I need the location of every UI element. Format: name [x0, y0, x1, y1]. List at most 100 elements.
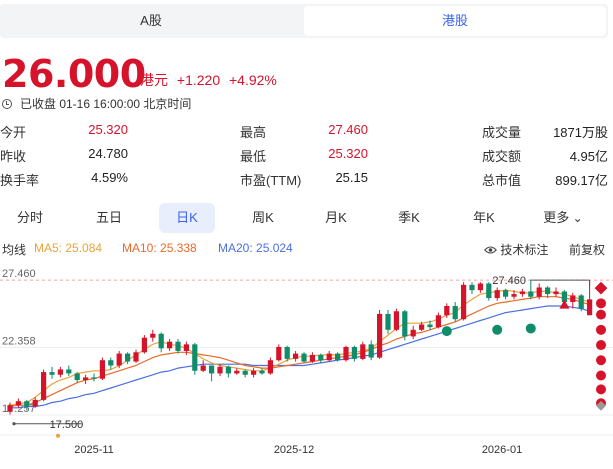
candle-body — [528, 291, 534, 297]
candle-body — [519, 291, 526, 295]
candle-body — [124, 353, 131, 362]
ma5-line — [9, 289, 590, 406]
candle-body — [544, 287, 551, 295]
stat-value: 1871万股 — [553, 125, 608, 140]
ma5-value: MA5: 25.084 — [34, 241, 103, 255]
period-tab[interactable]: 月K — [325, 210, 347, 225]
stat-value: 4.95亿 — [569, 149, 608, 164]
candle-body — [225, 366, 232, 374]
candle-body — [334, 353, 341, 361]
candle-body — [360, 344, 366, 359]
stat-label: 最低 — [240, 149, 267, 164]
candle-body — [99, 360, 106, 379]
candle-body — [578, 295, 584, 309]
candle-body — [32, 399, 38, 407]
stat-label: 成交量 — [482, 125, 522, 140]
price-change-percent: +4.92% — [229, 72, 277, 88]
period-tabs: 分时 五日 日K 周K 月K 季K 年K 更多 ⌄ — [0, 203, 613, 233]
marker-diamond — [594, 281, 608, 295]
candle-body — [502, 290, 509, 297]
stat-value: 25.320 — [328, 146, 368, 161]
candle-body — [561, 291, 568, 303]
clock-icon — [2, 98, 12, 109]
candle-body — [82, 377, 89, 381]
chevron-down-icon: ⌄ — [569, 211, 583, 225]
signal-dot — [525, 323, 536, 334]
ma-label[interactable]: 均线 — [2, 243, 27, 257]
candle-body — [427, 324, 433, 328]
stat-value: 24.780 — [88, 146, 128, 161]
candle-body — [217, 366, 223, 374]
marker-dot — [596, 324, 606, 335]
candle-body — [192, 344, 198, 371]
signal-dot — [441, 326, 452, 337]
candle-body — [133, 352, 139, 362]
tab-hk-share[interactable]: 港股 — [304, 6, 606, 36]
x-axis-label: 2026-01 — [482, 444, 522, 456]
candle-body — [368, 344, 374, 358]
candle-body — [410, 329, 416, 337]
candle-body — [183, 344, 190, 351]
period-tab[interactable]: 日K — [159, 203, 215, 233]
candle-body — [74, 373, 80, 381]
marker-dot — [596, 370, 606, 381]
candle-body — [91, 377, 97, 379]
stat-label: 总市值 — [482, 173, 522, 188]
marker-dot — [596, 340, 606, 351]
period-tab[interactable]: 周K — [252, 210, 274, 225]
tab-a-share[interactable]: A股 — [140, 13, 162, 28]
period-tab[interactable]: 季K — [398, 210, 420, 225]
marker-dot — [596, 384, 606, 395]
candle-body — [469, 284, 475, 291]
stat-label: 最高 — [240, 125, 267, 140]
candle-body — [452, 305, 458, 320]
price-change: +1.220 — [176, 72, 221, 88]
low-marker-dot — [12, 422, 16, 426]
candle-body — [24, 401, 30, 407]
stat-value: 25.15 — [335, 170, 368, 185]
candle-body — [385, 313, 391, 330]
candle-body — [486, 283, 492, 299]
candle-body — [166, 341, 173, 349]
stat-value: 25.320 — [88, 122, 128, 137]
tech-marker-toggle[interactable]: 技术标注 — [484, 241, 548, 258]
period-tab[interactable]: 年K — [473, 210, 495, 225]
adjust-toggle[interactable]: 前复权 — [569, 243, 606, 257]
candle-body — [208, 365, 215, 374]
period-tab[interactable]: 更多 ⌄ — [543, 210, 583, 225]
candle-body — [343, 346, 349, 361]
ma20-value: MA20: 25.024 — [218, 241, 293, 255]
event-dot — [56, 433, 60, 438]
candle-body — [141, 337, 148, 353]
candle-body — [267, 360, 274, 374]
candle-body — [242, 370, 248, 375]
last-price: 26.000 — [2, 52, 146, 96]
candle-body — [284, 346, 290, 359]
candle-body — [418, 324, 425, 330]
candle-body — [276, 346, 282, 361]
stat-value: 899.17亿 — [555, 173, 608, 188]
candle-body — [570, 295, 576, 303]
candle-body — [444, 305, 450, 316]
stat-label: 今开 — [0, 125, 27, 140]
stat-value: 4.59% — [91, 170, 128, 185]
stat-label: 成交额 — [482, 149, 522, 164]
period-tab[interactable]: 五日 — [95, 210, 122, 225]
candle-body — [351, 346, 358, 359]
candle-body — [259, 370, 265, 374]
x-axis-label: 2025-11 — [74, 444, 114, 456]
period-tab[interactable]: 分时 — [16, 210, 43, 225]
stat-label: 昨收 — [0, 149, 27, 164]
candle-body — [586, 299, 593, 316]
candle-body — [326, 353, 332, 361]
high-marker-label: 27.460 — [492, 275, 526, 287]
marker-dot — [596, 309, 606, 320]
candle-body — [553, 291, 559, 295]
candle-body — [15, 401, 22, 406]
ma10-value: MA10: 25.338 — [122, 241, 197, 255]
candle-body — [460, 284, 467, 320]
currency-label: 港元 — [140, 72, 168, 88]
candle-body — [435, 315, 442, 328]
stat-label: 换手率 — [0, 173, 40, 188]
